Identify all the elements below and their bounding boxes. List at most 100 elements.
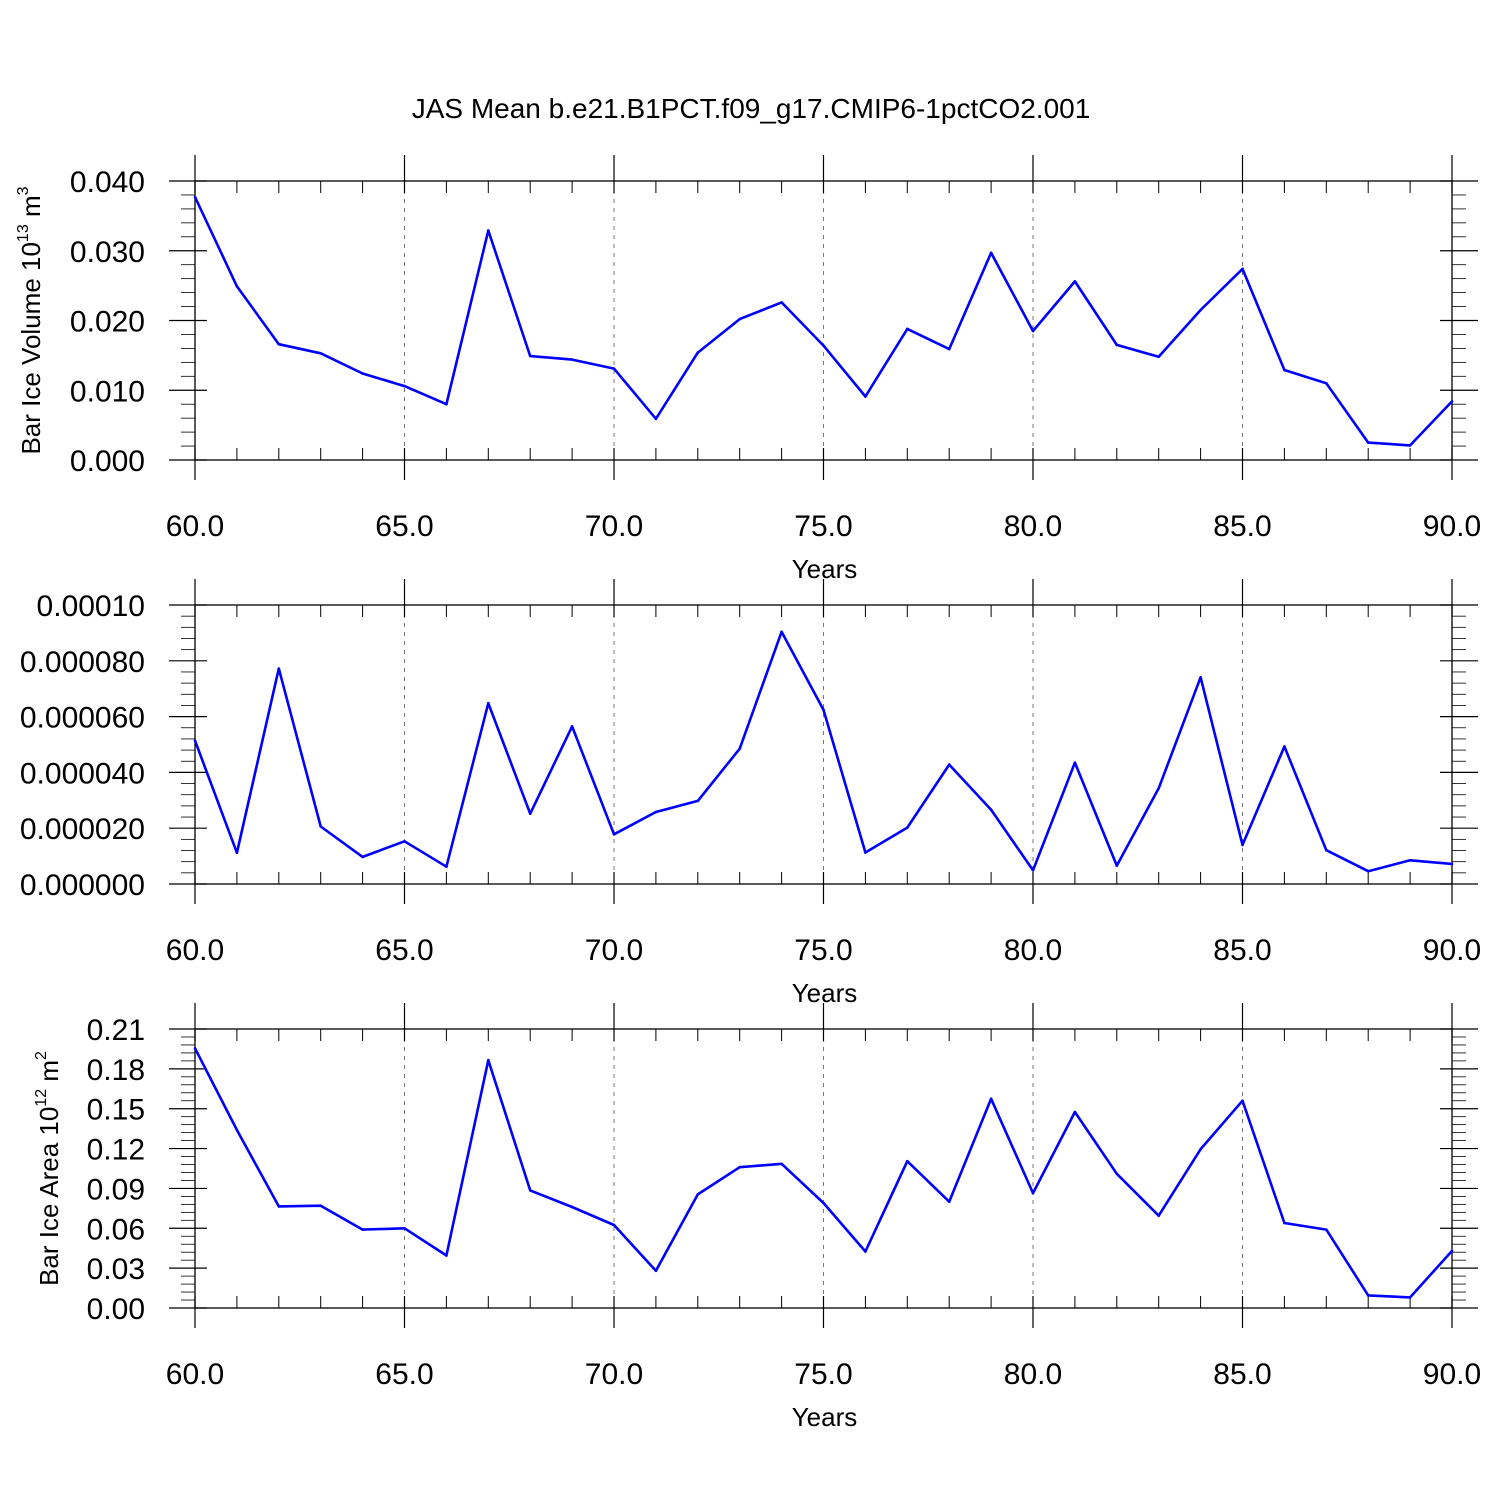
y-tick-label: 0.03 — [87, 1253, 145, 1286]
data-point — [1241, 1099, 1244, 1103]
data-point — [822, 1201, 825, 1205]
data-point — [1325, 381, 1328, 385]
panel-1: 60.0 65.0 70.0 75.0 80.0 85.0 90.0 0.000 0.010 0.… — [15, 155, 1481, 584]
data-point — [1325, 1228, 1328, 1231]
x-tick-label: 70.0 — [585, 934, 643, 967]
data-point — [947, 347, 951, 351]
y-axis-label-exponent: 3 — [15, 186, 32, 195]
data-point — [1283, 745, 1286, 748]
data-point — [864, 1250, 867, 1253]
y-tick-label: 0.15 — [87, 1094, 145, 1127]
data-point — [696, 799, 700, 803]
data-point — [445, 865, 448, 869]
y-tick-label: 0.010 — [70, 375, 145, 408]
data-point — [654, 810, 658, 814]
data-point — [1157, 355, 1160, 359]
x-tick-label: 65.0 — [375, 1358, 433, 1391]
data-point — [1325, 848, 1328, 852]
x-axis-label: Years — [792, 1402, 858, 1432]
data-point — [1031, 329, 1035, 333]
x-tick-label: 90.0 — [1423, 934, 1481, 967]
y-tick-label: 0.000020 — [20, 813, 145, 846]
data-point — [1199, 1147, 1202, 1151]
data-point — [738, 317, 741, 321]
y-tick-label: 0.020 — [70, 306, 145, 339]
x-tick-label: 75.0 — [794, 934, 852, 967]
data-point — [361, 372, 364, 375]
data-point — [989, 1097, 993, 1101]
panel-2: 60.0 65.0 70.0 75.0 80.0 85.0 90.0 0.000000 0.00… — [20, 579, 1481, 1008]
data-point — [822, 344, 825, 347]
x-tick-label: 65.0 — [375, 934, 433, 967]
data-point — [906, 1159, 909, 1163]
data-point — [1115, 1172, 1119, 1176]
data-point — [906, 826, 909, 829]
x-tick-label: 75.0 — [794, 510, 852, 543]
y-tick-label: 0.000 — [70, 445, 145, 478]
y-tick-label: 0.000060 — [20, 702, 145, 735]
x-tick-label: 80.0 — [1004, 510, 1062, 543]
y-axis-label: Bar Ice Volume 1013 m3 — [15, 186, 46, 454]
y-axis-label-text: Bar Ice Volume 10 — [16, 242, 46, 454]
x-tick-label: 60.0 — [166, 934, 224, 967]
data-point — [947, 1200, 951, 1204]
data-point — [612, 367, 616, 370]
data-point — [1031, 869, 1035, 872]
y-tick-label: 0.040 — [70, 166, 145, 199]
x-tick-label: 60.0 — [166, 510, 224, 543]
data-point — [780, 630, 783, 634]
data-point — [319, 351, 323, 355]
y-axis-label: Bar Ice Area 1012 m2 — [33, 1051, 64, 1286]
x-tick-label: 85.0 — [1213, 510, 1271, 543]
y-axis-label-text: Bar Ice Area 10 — [34, 1107, 64, 1286]
data-point — [1366, 441, 1370, 444]
data-point — [780, 1162, 783, 1166]
x-tick-label: 70.0 — [585, 1358, 643, 1391]
x-tick-label: 85.0 — [1213, 1358, 1271, 1391]
x-tick-label: 90.0 — [1423, 1358, 1481, 1391]
data-point — [1199, 308, 1202, 312]
data-point — [654, 417, 658, 421]
data-point — [1031, 1191, 1035, 1195]
data-point — [1283, 1221, 1286, 1225]
x-tick-label: 85.0 — [1213, 934, 1271, 967]
x-tick-label: 75.0 — [794, 1358, 852, 1391]
data-point — [235, 1128, 239, 1132]
data-point — [487, 1058, 490, 1062]
data-point — [570, 725, 574, 728]
y-axis-label-exponent: 2 — [33, 1051, 50, 1060]
data-point — [361, 1228, 364, 1231]
data-point — [864, 851, 867, 854]
y-axis-label-unit: m — [16, 195, 46, 224]
data-point — [1241, 267, 1244, 271]
data-point — [487, 701, 490, 705]
x-tick-label: 80.0 — [1004, 934, 1062, 967]
data-point — [822, 708, 825, 712]
data-point — [1408, 858, 1412, 862]
data-point — [1073, 1110, 1077, 1114]
data-point — [528, 812, 532, 815]
data-point — [864, 395, 867, 398]
data-point — [1073, 280, 1077, 283]
data-point — [361, 855, 364, 859]
x-tick-label: 90.0 — [1423, 510, 1481, 543]
data-point — [696, 1193, 700, 1196]
data-point — [654, 1269, 658, 1273]
y-tick-label: 0.000040 — [20, 757, 145, 790]
data-point — [989, 251, 993, 255]
data-point — [1157, 1214, 1160, 1217]
data-point — [1366, 1294, 1370, 1297]
x-axis-label: Years — [792, 978, 858, 1008]
data-point — [403, 840, 406, 843]
x-tick-label: 70.0 — [585, 510, 643, 543]
data-point — [277, 342, 281, 346]
data-point — [780, 301, 783, 304]
data-point — [1157, 787, 1160, 790]
data-point — [612, 1223, 616, 1227]
data-point — [235, 851, 239, 855]
data-point — [319, 825, 323, 828]
data-point — [445, 402, 448, 406]
data-point — [1366, 869, 1370, 873]
data-point — [1115, 864, 1119, 867]
